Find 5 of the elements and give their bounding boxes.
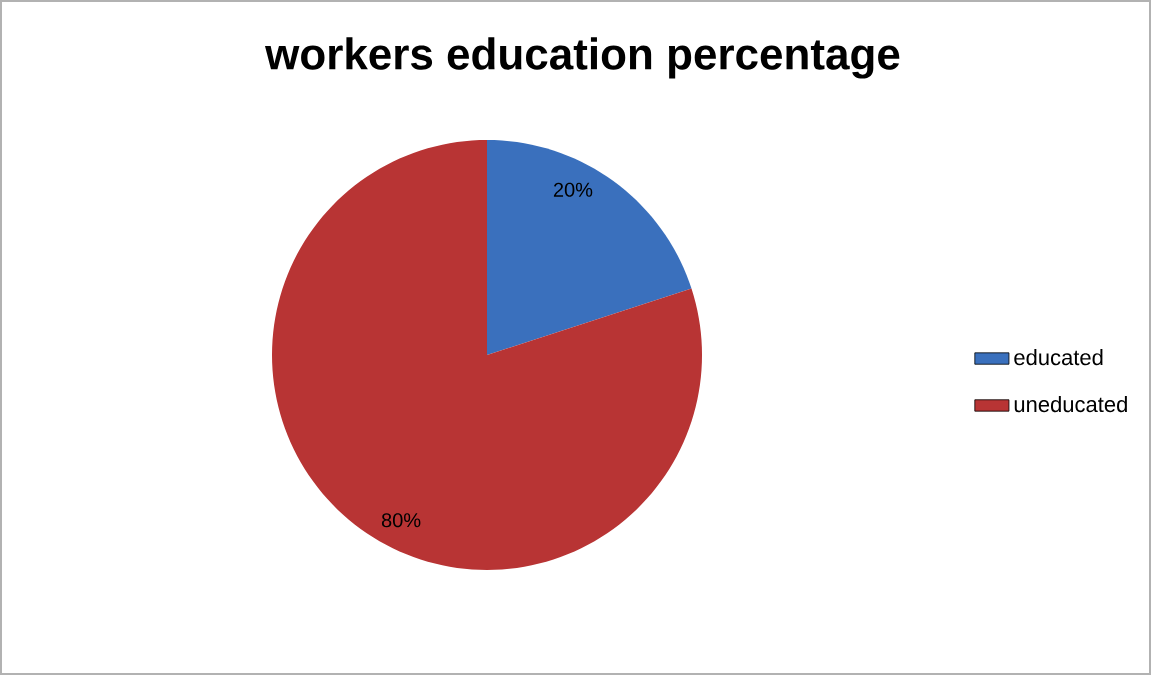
- chart-title: workers education percentage: [265, 37, 900, 79]
- legend-label: uneducated: [1014, 396, 1127, 413]
- data-label: 80%: [381, 513, 421, 528]
- legend-label: educated: [1014, 349, 1103, 366]
- data-label: 20%: [553, 182, 593, 197]
